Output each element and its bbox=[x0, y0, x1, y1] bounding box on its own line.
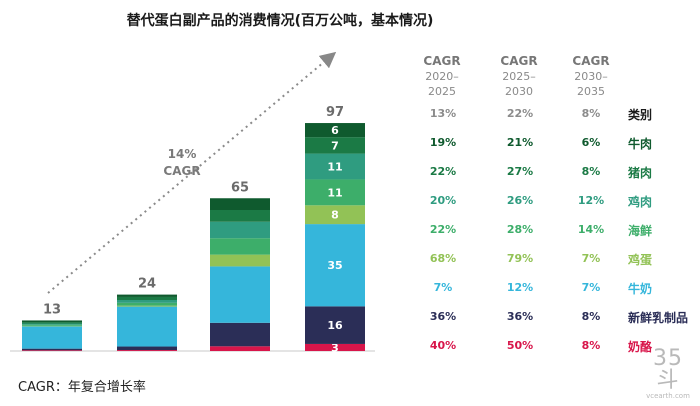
cagr-cell: 27% bbox=[506, 165, 534, 178]
bar-segment-2025-鸡肉 bbox=[117, 300, 177, 303]
cagr-cell: 40% bbox=[429, 339, 457, 352]
category-label: 海鲜 bbox=[628, 224, 653, 238]
bar-segment-2025-牛肉 bbox=[117, 294, 177, 297]
bar-segment-2030-鸡蛋 bbox=[210, 254, 270, 267]
cagr-cell: 12% bbox=[506, 281, 534, 294]
segment-label-2035-海鲜: 11 bbox=[327, 186, 342, 199]
bar-segment-2035-新鲜乳制品 bbox=[305, 306, 365, 344]
cagr-cell: 21% bbox=[506, 136, 534, 149]
total-label-2025: 24 bbox=[138, 277, 156, 292]
cagr-cell: 8% bbox=[581, 310, 601, 323]
cagr-cell: 7% bbox=[581, 281, 601, 294]
bar-segment-2030-牛肉 bbox=[210, 198, 270, 210]
bar-segment-2030-牛奶 bbox=[210, 266, 270, 323]
category-label: 鸡肉 bbox=[628, 195, 653, 209]
cagr-cell: 12% bbox=[577, 194, 605, 207]
segment-label-2035-牛奶: 35 bbox=[327, 259, 342, 272]
header-2020-2025: CAGR 2020– 2025 bbox=[423, 54, 461, 98]
cagr-cell: 7% bbox=[433, 281, 453, 294]
stacked-bar-chart: 13 24 65 3 16 35 8 11 11 7 6 97 14% CAGR bbox=[10, 51, 375, 354]
total-label-2020: 13 bbox=[43, 302, 61, 317]
cagr-cell: 36% bbox=[429, 310, 457, 323]
cagr-cell: 50% bbox=[506, 339, 534, 352]
cagr-cell: 8% bbox=[581, 339, 601, 352]
category-label: 类别 bbox=[628, 108, 653, 122]
bar-segment-2035-牛奶 bbox=[305, 224, 365, 307]
bar-segment-2030-新鲜乳制品 bbox=[210, 322, 270, 347]
bar-segment-2025-牛奶 bbox=[117, 306, 177, 347]
cagr-arrow-word: CAGR bbox=[163, 164, 200, 178]
bar-segment-2020-奶酪 bbox=[22, 350, 82, 351]
cagr-cell: 22% bbox=[506, 107, 534, 120]
total-label-2035: 97 bbox=[326, 105, 344, 120]
cagr-arrow-value: 14% bbox=[168, 147, 197, 161]
bar-segment-2035-牛肉 bbox=[305, 123, 365, 138]
bar-segment-2025-鸡蛋 bbox=[117, 305, 177, 307]
segment-label-2035-牛肉: 6 bbox=[331, 124, 339, 137]
bar-segment-2035-猪肉 bbox=[305, 137, 365, 154]
bar-segment-2030-鸡肉 bbox=[210, 221, 270, 239]
cagr-cell: 8% bbox=[581, 107, 601, 120]
segment-label-2035-奶酪: 3 bbox=[331, 341, 339, 354]
bar-segment-2030-猪肉 bbox=[210, 210, 270, 222]
cagr-cell: 28% bbox=[506, 223, 534, 236]
category-label: 新鲜乳制品 bbox=[628, 311, 689, 325]
bar-segment-2025-猪肉 bbox=[117, 296, 177, 301]
bar-segment-2030-奶酪 bbox=[210, 346, 270, 351]
bar-segment-2020-鸡蛋 bbox=[22, 325, 82, 327]
bar-segment-2025-新鲜乳制品 bbox=[117, 346, 177, 351]
category-label: 奶酪 bbox=[628, 340, 653, 354]
bar-segment-2020-鸡肉 bbox=[22, 323, 82, 325]
cagr-cell: 26% bbox=[506, 194, 534, 207]
bar-segment-2020-新鲜乳制品 bbox=[22, 348, 82, 351]
cagr-cell: 68% bbox=[429, 252, 457, 265]
header-2025-2030: CAGR 2025– 2030 bbox=[500, 54, 538, 98]
cagr-cell: 7% bbox=[581, 252, 601, 265]
cagr-cell: 13% bbox=[429, 107, 457, 120]
bar-segment-2020-牛肉 bbox=[22, 320, 82, 323]
segment-label-2035-新鲜乳制品: 16 bbox=[327, 319, 343, 332]
bar-segment-2025-海鲜 bbox=[117, 302, 177, 306]
cagr-cell: 6% bbox=[581, 136, 601, 149]
bar-segment-2035-奶酪 bbox=[305, 343, 365, 351]
header-2030-2035: CAGR 2030– 2035 bbox=[572, 54, 610, 98]
cagr-arrow bbox=[47, 51, 337, 294]
category-label: 牛肉 bbox=[628, 137, 653, 151]
cagr-cell: 19% bbox=[429, 136, 457, 149]
bar-segment-2025-奶酪 bbox=[117, 350, 177, 351]
bar-segment-2020-猪肉 bbox=[22, 322, 82, 324]
category-label: 牛奶 bbox=[628, 282, 653, 296]
cagr-cell: 36% bbox=[506, 310, 534, 323]
category-label: 猪肉 bbox=[628, 166, 653, 180]
bar-segment-2030-海鲜 bbox=[210, 238, 270, 255]
cagr-cell: 79% bbox=[506, 252, 534, 265]
segment-label-2035-鸡蛋: 8 bbox=[331, 209, 339, 222]
segment-label-2035-鸡肉: 11 bbox=[327, 161, 342, 174]
total-label-2030: 65 bbox=[231, 180, 249, 195]
cagr-cell: 14% bbox=[577, 223, 605, 236]
cagr-cell: 22% bbox=[429, 223, 457, 236]
bar-segment-2035-鸡蛋 bbox=[305, 205, 365, 225]
bar-segment-2035-鸡肉 bbox=[305, 153, 365, 180]
cagr-cell: 22% bbox=[429, 165, 457, 178]
watermark-logo: 35斗 vcearth.com bbox=[646, 346, 690, 401]
cagr-cell: 20% bbox=[429, 194, 457, 207]
cagr-note: CAGR：年复合增长率 bbox=[18, 380, 146, 395]
chart-title: 替代蛋白副产品的消费情况(百万公吨，基本情况) bbox=[126, 13, 434, 29]
bar-segment-2035-海鲜 bbox=[305, 179, 365, 206]
bar-segment-2020-海鲜 bbox=[22, 324, 82, 326]
category-label: 鸡蛋 bbox=[628, 253, 653, 267]
bar-segment-2020-牛奶 bbox=[22, 326, 82, 349]
cagr-cell: 8% bbox=[581, 165, 601, 178]
segment-label-2035-猪肉: 7 bbox=[331, 139, 339, 152]
